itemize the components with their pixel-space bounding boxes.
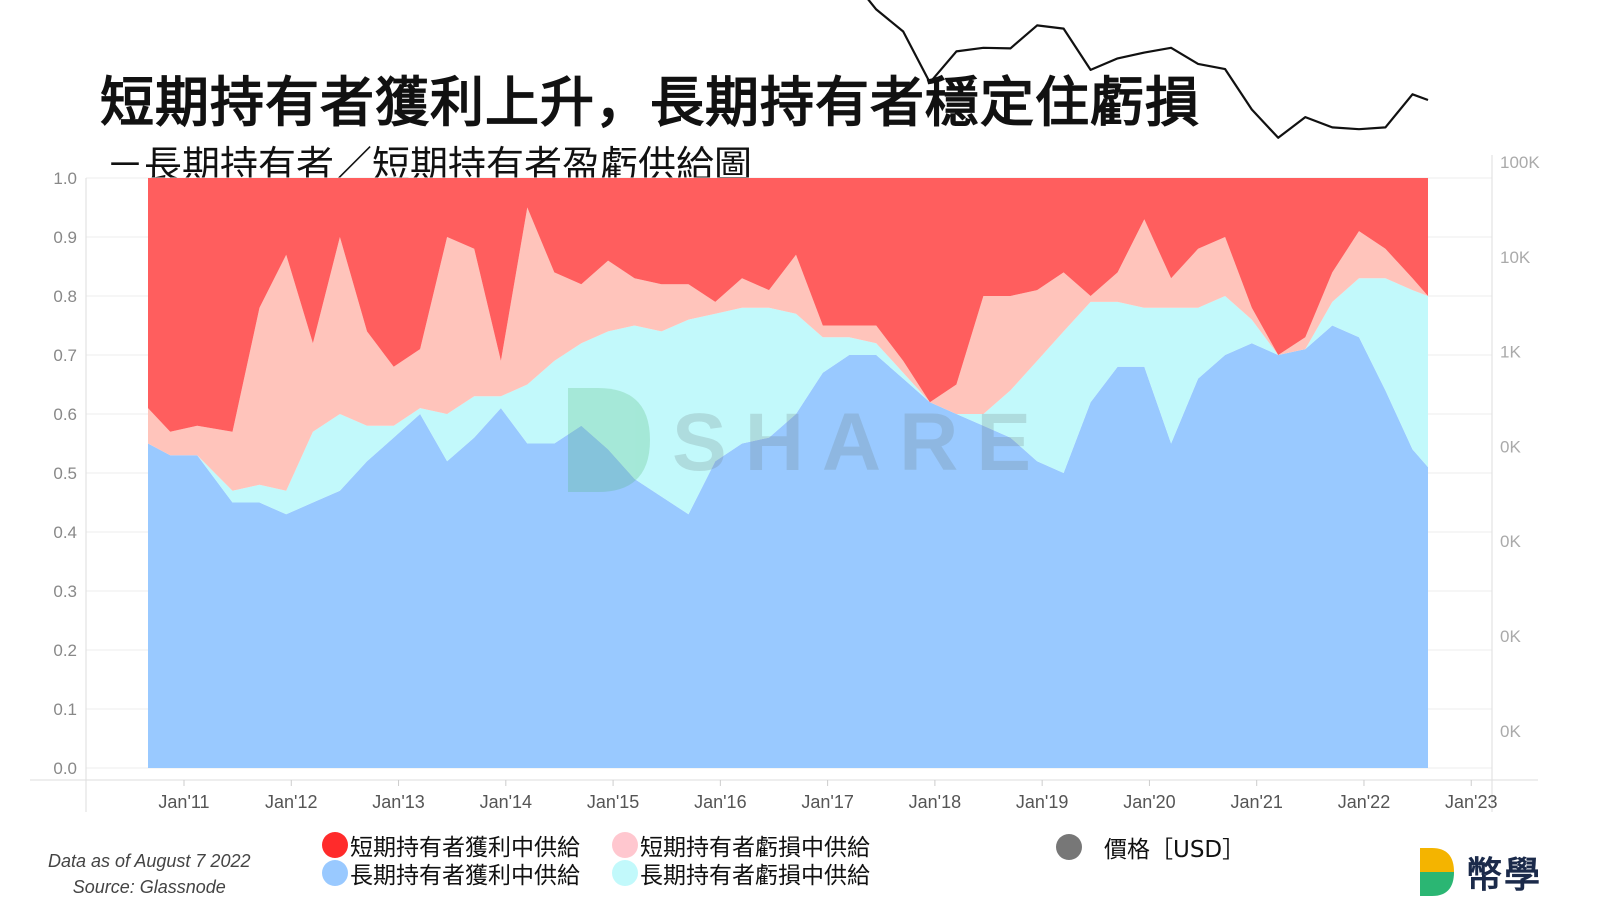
- y-left-tick: 0.8: [53, 287, 77, 306]
- legend-dot: [612, 832, 638, 858]
- legend-dot: [322, 832, 348, 858]
- y-left-tick: 1.0: [53, 169, 77, 188]
- brand: 幣學: [1420, 846, 1542, 898]
- x-tick: Jan'11: [158, 792, 209, 812]
- legend-label: 長期持有者獲利中供給: [350, 863, 580, 889]
- y-left-tick: 0.2: [53, 641, 77, 660]
- legend-label: 長期持有者虧損中供給: [640, 863, 870, 889]
- price-line-group: [867, 0, 1429, 139]
- watermark-logo-icon: [568, 388, 650, 492]
- x-tick: Jan'19: [1016, 792, 1068, 812]
- area-lth_loss: [148, 278, 1428, 515]
- x-tick: Jan'16: [694, 792, 746, 812]
- legend-dot: [1056, 834, 1082, 860]
- y-left-tick: 0.6: [53, 405, 77, 424]
- y-left-tick: 0.0: [53, 759, 77, 778]
- brand-name: 幣學: [1466, 855, 1543, 896]
- y-left-tick: 0.4: [53, 523, 77, 542]
- x-tick-labels: Jan'11 Jan'12 Jan'13 Jan'14 Jan'15 Jan'16 Jan'…: [158, 780, 1497, 812]
- y-left-tick: 0.7: [53, 346, 77, 365]
- y-right-tick: 10K: [1500, 248, 1531, 267]
- x-tick: Jan'15: [587, 792, 639, 812]
- x-tick: Jan'18: [909, 792, 961, 812]
- y-left-tick: 0.9: [53, 228, 77, 247]
- y-right-tick: 0K: [1500, 627, 1521, 646]
- y-left-tick: 0.1: [53, 700, 77, 719]
- y-right-tick: 1K: [1500, 343, 1521, 362]
- x-tick: Jan'22: [1338, 792, 1390, 812]
- x-tick: Jan'23: [1445, 792, 1497, 812]
- legend-label: 短期持有者獲利中供給: [350, 835, 580, 861]
- stacked-areas: [148, 178, 1428, 768]
- x-tick: Jan'20: [1123, 792, 1175, 812]
- footnote-date: Data as of August 7 2022: [48, 851, 251, 871]
- x-tick: Jan'17: [801, 792, 853, 812]
- area-sth_profit: [148, 178, 1428, 432]
- y-right-tick: 0K: [1500, 722, 1521, 741]
- legend-item-lth-profit: 長期持有者獲利中供給: [322, 856, 580, 890]
- y-right-tick: 0K: [1500, 437, 1521, 456]
- x-tick: Jan'21: [1230, 792, 1282, 812]
- footnote: Data as of August 7 2022 Source: Glassno…: [48, 848, 250, 900]
- x-tick: Jan'14: [480, 792, 532, 812]
- area-sth_loss: [148, 207, 1428, 491]
- y-right-tick: 0K: [1500, 532, 1521, 551]
- watermark: SHARE: [568, 388, 1049, 492]
- y-left-tick-labels: 0.0 0.1 0.2 0.3 0.4 0.5 0.6 0.7 0.8 0.9 1.0: [53, 169, 77, 778]
- watermark-text: SHARE: [672, 397, 1049, 488]
- price-line: [867, 0, 1429, 139]
- y-left-tick: 0.5: [53, 464, 77, 483]
- y-right-tick-labels: 100K 10K 1K 0K 0K 0K 0K: [1500, 153, 1540, 741]
- legend-dot: [322, 860, 348, 886]
- brand-logo-icon: [1420, 848, 1454, 896]
- y-right-tick: 100K: [1500, 153, 1540, 172]
- legend-label: 短期持有者虧損中供給: [640, 835, 870, 861]
- legend-item-sth-profit: 短期持有者獲利中供給: [322, 828, 580, 862]
- footnote-source: Source: Glassnode: [72, 877, 226, 897]
- x-tick: Jan'13: [372, 792, 424, 812]
- y-left-tick: 0.3: [53, 582, 77, 601]
- axes: [30, 155, 1538, 812]
- legend-item-sth-loss: 短期持有者虧損中供給: [612, 828, 870, 862]
- legend-item-lth-loss: 長期持有者虧損中供給: [612, 856, 870, 890]
- chart-title: 短期持有者獲利上升，長期持有者穩定住虧損: [100, 71, 1200, 134]
- legend-dot: [612, 860, 638, 886]
- x-tick: Jan'12: [265, 792, 317, 812]
- area-lth_profit: [148, 325, 1428, 768]
- legend-item-price: 價格［USD］: [1056, 830, 1245, 864]
- legend-label: 價格［USD］: [1104, 837, 1246, 863]
